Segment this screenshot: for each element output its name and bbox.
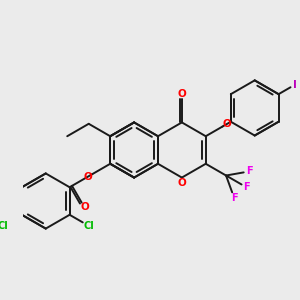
Text: I: I [293, 80, 297, 89]
Text: O: O [83, 172, 92, 182]
Text: O: O [222, 119, 231, 129]
Text: F: F [243, 182, 250, 192]
Text: O: O [178, 89, 186, 99]
Text: F: F [246, 167, 252, 176]
Text: O: O [178, 178, 186, 188]
Text: Cl: Cl [83, 221, 94, 231]
Text: Cl: Cl [0, 221, 8, 231]
Text: O: O [80, 202, 89, 212]
Text: F: F [231, 193, 237, 202]
